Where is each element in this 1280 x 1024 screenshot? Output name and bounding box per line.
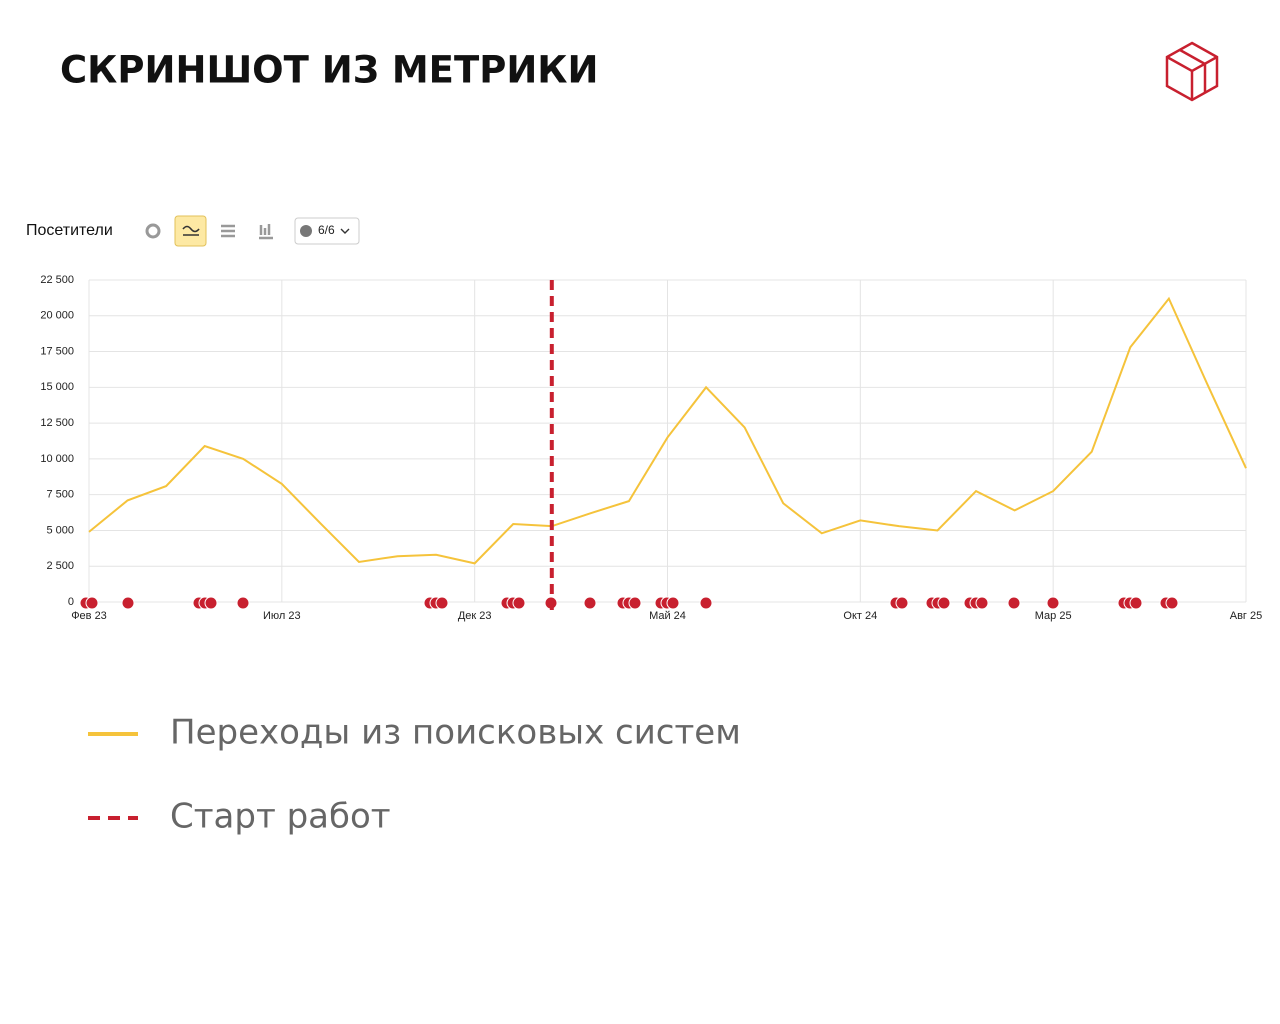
note-marker: [1007, 596, 1021, 610]
x-tick-label: Дек 23: [458, 610, 492, 622]
metric-label: Посетители: [26, 222, 113, 239]
x-tick-label: Авг 25: [1230, 610, 1262, 622]
y-tick-label: 5 000: [46, 524, 74, 536]
y-tick-label: 7 500: [46, 489, 74, 501]
y-tick-label: 22 500: [40, 274, 74, 286]
x-tick-label: Окт 24: [843, 610, 877, 622]
x-tick-label: Май 24: [649, 610, 686, 622]
slide-title: СКРИНШОТ ИЗ МЕТРИКИ: [60, 49, 599, 92]
note-marker: [204, 596, 218, 610]
note-marker: [121, 596, 135, 610]
note-marker: [1165, 596, 1179, 610]
note-marker: [435, 596, 449, 610]
y-tick-label: 10 000: [40, 453, 74, 465]
legend-label: Переходы из поисковых систем: [170, 713, 741, 753]
note-marker: [666, 596, 680, 610]
series-line: [88, 296, 1247, 565]
x-tick-label: Июл 23: [263, 610, 301, 622]
notes-count[interactable]: 6/6: [318, 223, 335, 237]
note-marker: [895, 596, 909, 610]
note-marker: [628, 596, 642, 610]
note-marker: [937, 596, 951, 610]
y-tick-label: 12 500: [40, 417, 74, 429]
note-marker: [583, 596, 597, 610]
note-marker: [512, 596, 526, 610]
logo: [1165, 41, 1219, 102]
y-tick-label: 17 500: [40, 345, 74, 357]
y-tick-label: 20 000: [40, 310, 74, 322]
note-marker: [85, 596, 99, 610]
note-marker: [1129, 596, 1143, 610]
y-tick-label: 2 500: [46, 560, 74, 572]
toolbar-icons[interactable]: [145, 215, 360, 247]
note-marker: [236, 596, 250, 610]
note-marker: [975, 596, 989, 610]
legend-label: Старт работ: [170, 797, 391, 837]
y-tick-label: 0: [68, 596, 74, 608]
x-tick-label: Фев 23: [71, 610, 107, 622]
note-marker: [699, 596, 713, 610]
note-marker: [1046, 596, 1060, 610]
y-tick-label: 15 000: [40, 381, 74, 393]
x-tick-label: Мар 25: [1035, 610, 1072, 622]
